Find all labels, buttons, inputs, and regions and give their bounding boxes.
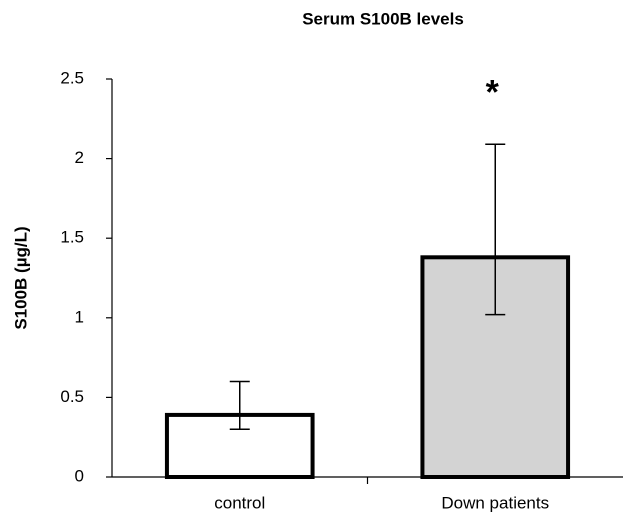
annotation: * (486, 73, 500, 111)
y-tick-label: 2.5 (60, 68, 84, 87)
y-axis-label: S100B (µg/L) (11, 226, 30, 329)
x-tick-label: Down patients (441, 493, 549, 512)
y-tick-label: 2 (75, 148, 84, 167)
y-tick-label: 0 (75, 466, 84, 485)
bar (420, 255, 571, 479)
y-tick-label: 1 (75, 307, 84, 326)
y-tick-label: 0.5 (60, 387, 84, 406)
chart-title: Serum S100B levels (302, 9, 464, 28)
y-tick-label: 1.5 (60, 228, 84, 247)
x-tick-label: control (214, 493, 265, 512)
